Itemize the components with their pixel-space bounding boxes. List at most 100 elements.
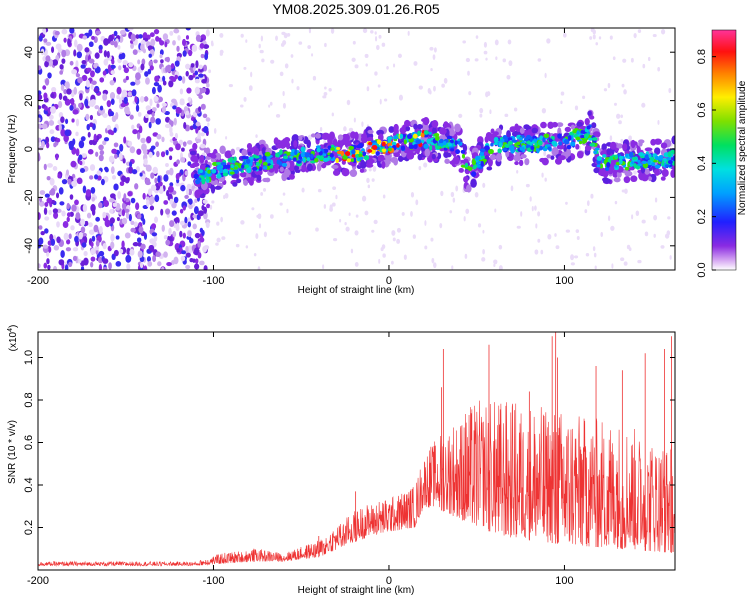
spectrogram-ridge-core (446, 135, 453, 140)
spectrogram-noise-blob (121, 202, 127, 211)
spectrogram-noise-blob (38, 117, 41, 123)
spectrogram-ridge-halo (390, 156, 398, 163)
spectrogram-noise-blob (69, 194, 74, 200)
spectrogram-faint-blob (440, 190, 444, 197)
spectrogram-ridge-core (490, 142, 494, 147)
spectrogram-noise-blob (145, 180, 151, 186)
spectrogram-ridge-core (507, 137, 513, 141)
spectrogram-ridge-core (275, 152, 280, 158)
spectrogram-faint-blob (657, 67, 661, 72)
spectrogram-ridge-core (529, 136, 533, 143)
spectrogram-noise-blob (155, 36, 160, 42)
spectrogram-noise-blob (150, 184, 157, 192)
snr-y-tick-label: 0.8 (23, 392, 35, 407)
spectrogram-noise-blob (163, 174, 169, 182)
spectrogram-faint-blob (618, 120, 622, 125)
spectrogram-noise-blob (115, 261, 122, 267)
spectrogram-faint-blob (396, 227, 401, 233)
spectrogram-noise-blob (172, 105, 177, 110)
spectrogram-ridge-core (580, 135, 585, 139)
spectrogram-ridge-halo (670, 169, 675, 178)
spectrogram-faint-blob (525, 183, 530, 188)
spectrogram-noise-blob (132, 129, 138, 135)
spectrogram-ridge-halo (470, 178, 477, 188)
spectrogram-noise-blob (69, 60, 74, 66)
spectrogram-ridge-halo (550, 155, 555, 160)
spectrogram-faint-blob (631, 214, 634, 220)
spectrogram-noise-blob (121, 240, 125, 249)
spectrogram-ridge-core (315, 145, 321, 149)
spectrogram-noise-blob (90, 84, 94, 90)
spectrogram-noise-blob (102, 70, 107, 76)
spectrogram-noise-blob (95, 151, 99, 157)
spectrogram-ridge-core (596, 156, 603, 161)
spectrogram-ridge-halo (487, 133, 496, 142)
spectrogram-noise-blob (145, 105, 152, 111)
spectrogram-ridge-core (474, 155, 481, 161)
spectrogram-ridge-core (294, 149, 298, 156)
spectrogram-noise-blob (202, 113, 208, 119)
spectrogram-faint-blob (598, 36, 602, 40)
spectrogram-ridge-core (219, 167, 223, 173)
spectrogram-faint-blob (250, 71, 253, 78)
spectrogram-ridge-core (316, 147, 321, 153)
spectrogram-noise-blob (179, 208, 184, 214)
spectrogram-faint-blob (483, 41, 488, 48)
snr-scale-prefix: (x10 (8, 331, 19, 351)
spectrogram-faint-blob (376, 44, 380, 51)
spectrogram-noise-blob (129, 248, 135, 256)
spectrogram-noise-blob (144, 71, 149, 77)
spectrogram-noise-blob (93, 87, 99, 93)
spectrogram-faint-blob (595, 42, 599, 46)
spectrogram-ridge-core (310, 153, 314, 160)
spectrogram-ridge-core (471, 159, 477, 166)
spectrogram-ridge-core (253, 158, 258, 162)
spectrogram-ridge-halo (315, 132, 321, 139)
spectrogram-noise-blob (185, 63, 191, 70)
spectrogram-faint-blob (348, 212, 351, 217)
spectrogram-noise-blob (185, 110, 190, 116)
spectrogram-faint-blob (211, 42, 214, 47)
spectrogram-ridge-halo (337, 134, 344, 141)
spectrogram-ridge-core (619, 155, 624, 160)
spectrogram-noise-blob (38, 237, 44, 245)
spectrogram-noise-blob (88, 139, 94, 146)
spectrogram-noise-blob (169, 155, 173, 161)
spectrogram-faint-blob (607, 83, 611, 89)
spectrogram-noise-blob (133, 221, 138, 228)
spectrogram-ridge-core (248, 156, 254, 160)
spectrogram-faint-blob (431, 257, 435, 264)
spectrogram-faint-blob (386, 65, 389, 70)
spectrogram-ridge-core (449, 139, 454, 144)
spectrogram-noise-blob (200, 103, 206, 110)
spectrogram-ridge-halo (393, 152, 401, 158)
spectrogram-ridge-core (530, 146, 535, 151)
spectrogram-noise-blob (44, 201, 49, 207)
spectrogram-noise-blob (126, 247, 131, 255)
spectrogram-faint-blob (570, 262, 575, 266)
spectrogram-noise-blob (38, 105, 42, 110)
spectrogram-noise-blob (130, 33, 136, 42)
spectrogram-noise-blob (98, 226, 103, 234)
spectrogram-faint-blob (644, 231, 649, 237)
spectrogram-faint-blob (282, 91, 285, 97)
spectrogram-noise-blob (115, 235, 120, 240)
spectrogram-ridge-core (211, 169, 217, 174)
spectrogram-ridge-core (665, 164, 670, 168)
spectrogram-noise-blob (107, 64, 112, 72)
spectrogram-noise-blob (171, 77, 177, 82)
spectrogram-noise-blob (46, 258, 50, 265)
spectrogram-ridge-core (557, 133, 562, 139)
spectrogram-ridge-core (558, 141, 563, 146)
spectrogram-noise-blob (113, 40, 118, 48)
spectrogram-noise-blob (169, 167, 174, 176)
spectrogram-faint-blob (574, 105, 579, 111)
spectrogram-ridge-core (661, 160, 665, 167)
spectrogram-faint-blob (397, 53, 402, 59)
spectrogram-faint-blob (219, 32, 224, 38)
spectrogram-faint-blob (374, 71, 378, 76)
spectrogram-noise-blob (168, 80, 174, 88)
spectrogram-faint-blob (483, 50, 488, 55)
spectrogram-faint-blob (248, 85, 253, 91)
spectrogram-noise-blob (185, 252, 191, 258)
